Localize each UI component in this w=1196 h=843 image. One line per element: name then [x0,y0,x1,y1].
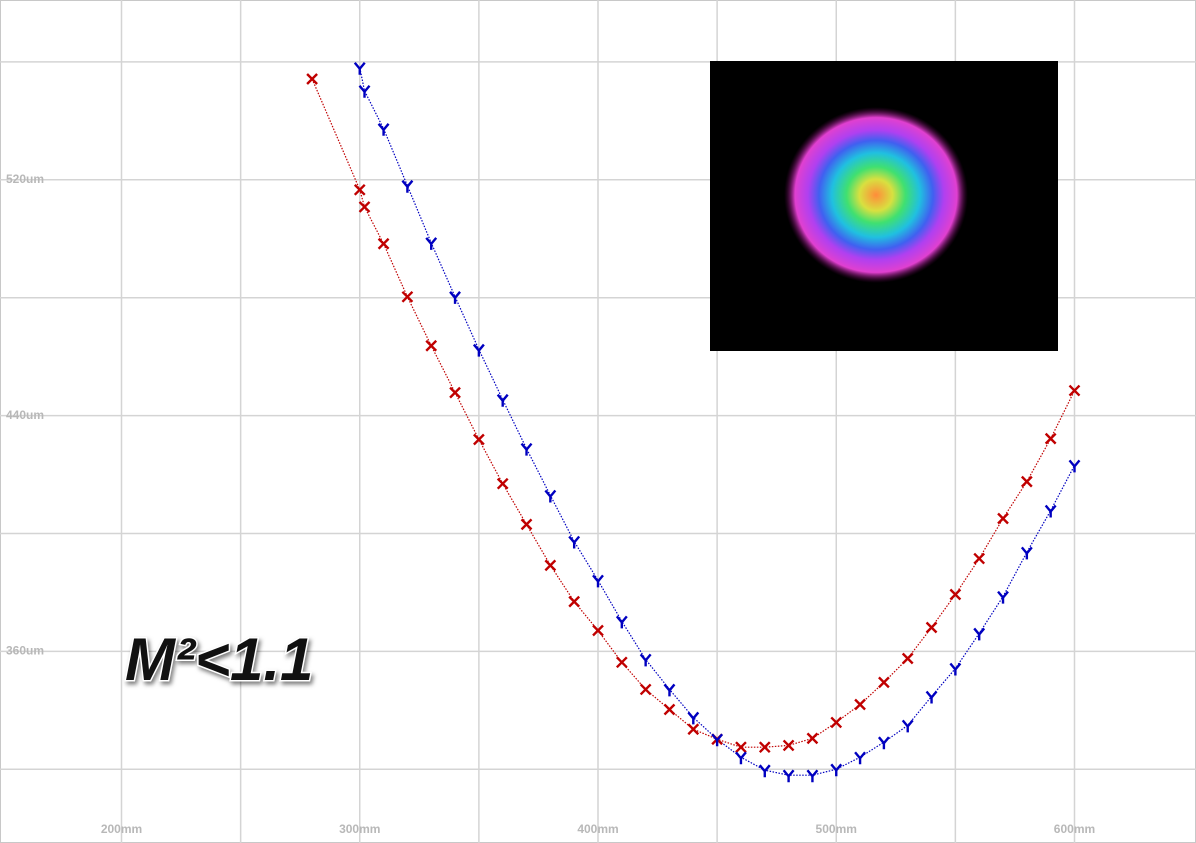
marker [568,595,581,608]
marker [544,559,557,572]
marker [568,535,581,549]
marker [377,237,390,250]
marker [830,716,843,729]
marker [901,719,914,733]
marker [1044,432,1057,445]
fit-line [311,78,1076,748]
marker [425,339,438,352]
marker [758,741,771,754]
marker [401,290,414,303]
marker [353,183,366,196]
marker [735,751,747,765]
x-tick-label: 400mm [577,822,618,836]
marker [306,73,318,85]
marker [806,769,819,783]
marker [973,552,986,565]
marker [877,736,890,750]
x-tick-label: 600mm [1054,822,1095,836]
marker [973,627,986,641]
marker [997,590,1009,604]
marker [353,62,366,75]
fit-lines [311,67,1076,776]
marker [449,291,461,304]
x-tick-label: 500mm [816,822,857,836]
marker [663,703,676,716]
marker [949,588,962,601]
marker [615,615,628,629]
marker [687,723,700,736]
marker [997,512,1009,525]
marker [496,393,509,407]
marker [830,763,843,777]
marker [544,489,557,503]
marker [949,662,962,676]
marker [473,433,485,446]
marker [496,477,509,490]
marker [1020,475,1033,488]
marker [377,123,390,136]
marker [854,751,866,765]
marker [806,732,819,745]
marker [520,518,533,531]
marker [901,652,914,665]
marker [401,179,414,193]
marker [358,85,371,98]
marker [472,343,485,357]
marker [1020,546,1033,560]
marker [663,683,676,697]
marker [520,442,533,456]
marker [1068,459,1081,473]
marker [687,711,700,725]
marker [925,621,938,634]
y-tick-label: 360um [6,644,44,658]
x-tick-label: 200mm [101,822,142,836]
marker [782,769,795,783]
fit-line [359,67,1076,776]
y-tick-label: 520um [6,172,44,186]
marker [735,741,747,754]
beam-profile-inset [710,61,1058,351]
marker [449,386,461,399]
marker [615,656,628,669]
marker [1068,384,1081,397]
y-tick-label: 440um [6,408,44,422]
marker [592,624,604,637]
marker [1044,504,1057,518]
marker [925,690,938,704]
marker [425,237,438,250]
marker [639,653,652,667]
marker [358,201,371,213]
annotation: M²<1.1 [125,626,313,693]
marker [782,739,795,752]
marker [758,764,771,778]
marker [711,733,724,747]
x-tick-label: 300mm [339,822,380,836]
beam-spot [784,107,968,283]
markers [306,62,1081,783]
marker [854,698,866,711]
marker [878,676,890,689]
marker [639,683,652,696]
marker [592,574,604,588]
